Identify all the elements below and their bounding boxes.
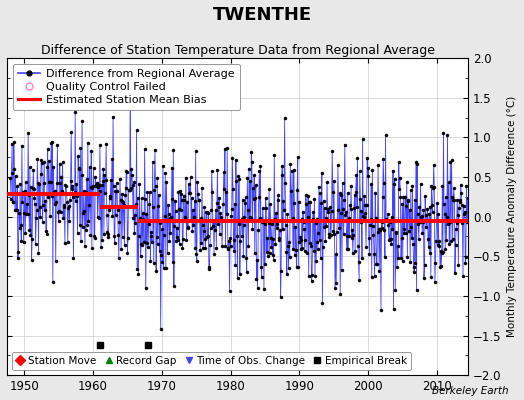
Text: Berkeley Earth: Berkeley Earth: [432, 386, 508, 396]
Text: TWENTHE: TWENTHE: [212, 6, 312, 24]
Legend: Station Move, Record Gap, Time of Obs. Change, Empirical Break: Station Move, Record Gap, Time of Obs. C…: [12, 352, 411, 370]
Y-axis label: Monthly Temperature Anomaly Difference (°C): Monthly Temperature Anomaly Difference (…: [507, 96, 517, 337]
Title: Difference of Station Temperature Data from Regional Average: Difference of Station Temperature Data f…: [40, 44, 434, 57]
